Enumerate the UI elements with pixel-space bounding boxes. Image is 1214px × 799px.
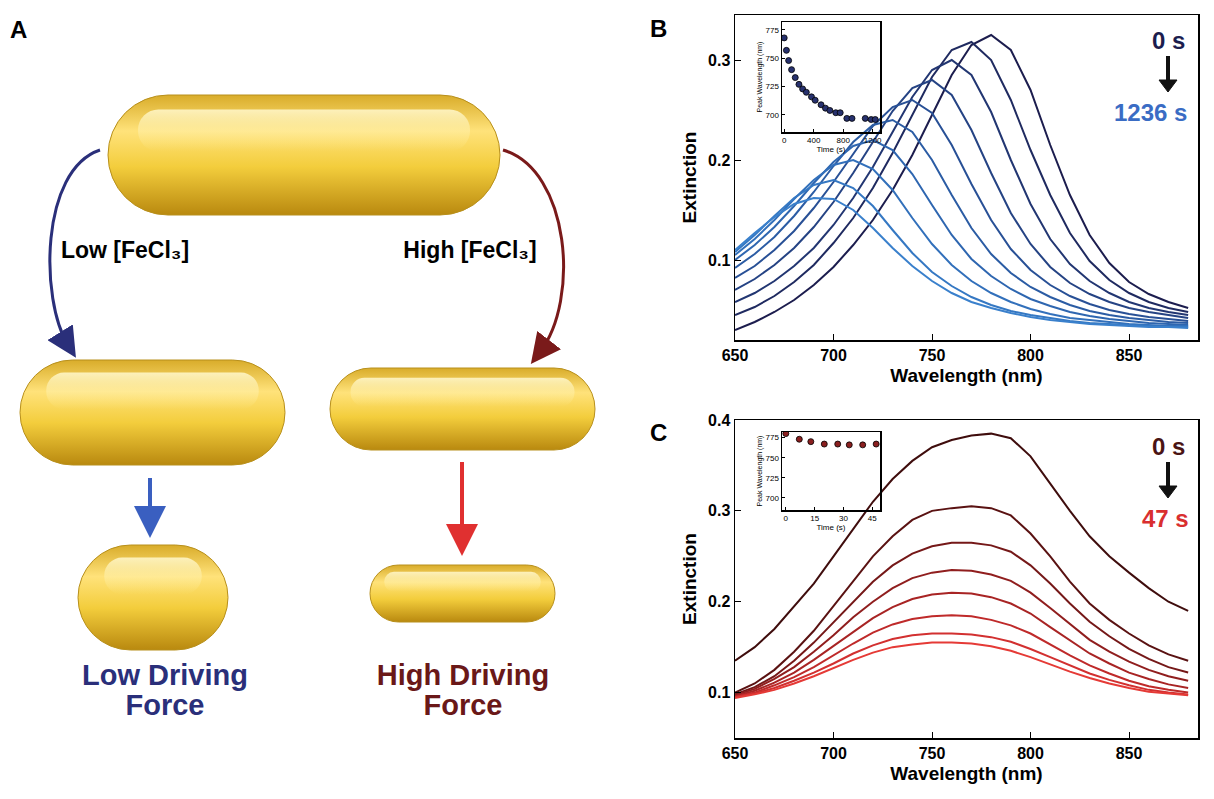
svg-text:725: 725 [766, 474, 780, 483]
svg-text:0.2: 0.2 [708, 152, 730, 169]
svg-text:A: A [10, 16, 27, 43]
svg-text:0 s: 0 s [1152, 433, 1185, 460]
svg-text:Extinction: Extinction [679, 132, 700, 224]
svg-text:850: 850 [1116, 347, 1143, 364]
svg-text:0 s: 0 s [1152, 27, 1185, 54]
svg-text:700: 700 [766, 111, 780, 120]
html-text:High [FeCl₃]: High [FeCl₃] [403, 237, 537, 263]
svg-text:15: 15 [810, 514, 819, 523]
svg-text:750: 750 [919, 347, 946, 364]
svg-text:650: 650 [722, 347, 749, 364]
svg-text:Peak Wavelength (nm): Peak Wavelength (nm) [756, 436, 764, 507]
svg-text:800: 800 [836, 136, 850, 145]
svg-text:700: 700 [820, 347, 847, 364]
svg-text:750: 750 [766, 54, 780, 63]
svg-text:Peak Wavelength (nm): Peak Wavelength (nm) [756, 42, 764, 113]
svg-text:B: B [650, 15, 667, 42]
svg-text:725: 725 [766, 82, 780, 91]
html-text:Low Driving Force: Low Driving Force [82, 659, 248, 722]
svg-text:0: 0 [784, 514, 789, 523]
svg-text:0.4: 0.4 [708, 412, 730, 429]
svg-text:Wavelength (nm): Wavelength (nm) [890, 763, 1042, 784]
svg-text:0.1: 0.1 [708, 252, 730, 269]
html-text:High Driving Force: High Driving Force [376, 659, 550, 722]
html-text:Low [FeCl₃]: Low [FeCl₃] [60, 237, 190, 263]
svg-text:700: 700 [820, 745, 847, 762]
svg-text:850: 850 [1116, 745, 1143, 762]
svg-text:800: 800 [1017, 347, 1044, 364]
svg-text:C: C [650, 419, 667, 446]
svg-text:0.1: 0.1 [708, 684, 730, 701]
svg-text:775: 775 [766, 26, 780, 35]
svg-text:0.2: 0.2 [708, 593, 730, 610]
svg-text:775: 775 [766, 433, 780, 442]
svg-text:0: 0 [782, 136, 787, 145]
svg-text:1236 s: 1236 s [1114, 99, 1187, 126]
svg-text:Wavelength (nm): Wavelength (nm) [890, 365, 1042, 386]
svg-text:30: 30 [839, 514, 848, 523]
svg-text:47 s: 47 s [1142, 505, 1189, 532]
svg-text:800: 800 [1017, 745, 1044, 762]
svg-text:750: 750 [919, 745, 946, 762]
svg-text:Extinction: Extinction [679, 533, 700, 625]
svg-text:750: 750 [766, 454, 780, 463]
svg-text:45: 45 [868, 514, 877, 523]
svg-text:400: 400 [807, 136, 821, 145]
svg-text:0.3: 0.3 [708, 502, 730, 519]
svg-text:1200: 1200 [864, 136, 882, 145]
svg-text:Time (s): Time (s) [816, 523, 845, 532]
svg-text:700: 700 [766, 494, 780, 503]
svg-text:Time (s): Time (s) [816, 145, 845, 154]
svg-text:0.3: 0.3 [708, 52, 730, 69]
svg-text:650: 650 [722, 745, 749, 762]
